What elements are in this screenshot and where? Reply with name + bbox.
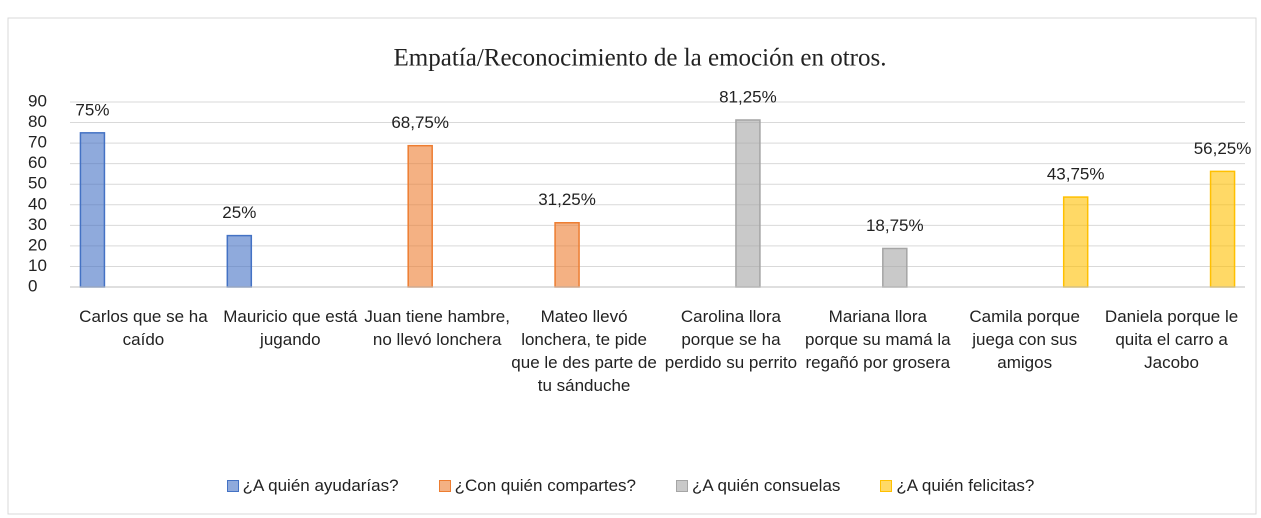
data-label: 56,25% xyxy=(1194,139,1252,158)
legend-label: ¿A quién felicitas? xyxy=(896,476,1035,495)
x-tick-label: Carlos que se ha caído xyxy=(79,307,208,349)
x-tick-label: Mauricio que está jugando xyxy=(223,307,358,349)
bar xyxy=(554,222,580,288)
legend-swatch xyxy=(676,480,689,492)
y-tick-label: 70 xyxy=(28,133,47,152)
data-label: 25% xyxy=(222,203,256,222)
data-label: 43,75% xyxy=(1047,165,1105,184)
legend-item: ¿Con quién compartes? xyxy=(438,476,637,496)
x-tick-label: Juan tiene hambre, no llevó lonchera xyxy=(364,307,510,349)
legend-swatch xyxy=(226,480,239,492)
data-label: 31,25% xyxy=(538,190,596,209)
bar xyxy=(407,144,433,288)
legend-label: ¿A quién consuelas xyxy=(692,476,841,495)
bar xyxy=(1209,170,1236,288)
y-tick-label: 90 xyxy=(28,91,47,110)
bar xyxy=(735,119,761,288)
y-tick-label: 30 xyxy=(28,215,47,234)
y-tick-label: 40 xyxy=(28,194,47,213)
bar xyxy=(1062,196,1089,288)
y-tick-label: 0 xyxy=(28,276,37,295)
y-tick-label: 50 xyxy=(28,174,47,193)
x-tick-label: Daniela porque le quita el carro a Jacob… xyxy=(1104,307,1239,372)
y-tick-label: 60 xyxy=(28,153,47,172)
legend-item: ¿A quién ayudarías? xyxy=(226,476,399,496)
bar xyxy=(79,132,106,288)
legend-swatch xyxy=(438,480,451,492)
x-tick-label: Carolina llora porque se ha perdido su p… xyxy=(664,307,798,372)
chart-title: Empatía/Reconocimiento de la emoción en … xyxy=(394,45,887,72)
data-label: 75% xyxy=(75,100,109,119)
y-tick-label: 80 xyxy=(28,112,47,131)
data-label: 68,75% xyxy=(391,113,449,132)
x-tick-label: Camila porque juega con sus amigos xyxy=(969,307,1080,372)
data-label: 18,75% xyxy=(866,216,924,235)
x-tick-label: Mateo llevó lonchera, te pide que le des… xyxy=(511,307,657,395)
legend-label: ¿Con quién compartes? xyxy=(454,476,637,495)
legend: ¿A quién ayudarías? ¿Con quién compartes?… xyxy=(0,476,1261,496)
legend-label: ¿A quién ayudarías? xyxy=(242,476,399,495)
y-tick-label: 20 xyxy=(28,235,47,254)
data-label: 81,25% xyxy=(719,87,777,106)
y-tick-label: 10 xyxy=(28,256,47,275)
x-tick-label: Mariana llora porque su mamá la regañó p… xyxy=(805,307,951,372)
bar xyxy=(882,247,908,288)
bar xyxy=(226,234,253,288)
legend-item: ¿A quién felicitas? xyxy=(880,476,1034,496)
legend-item: ¿A quién consuelas xyxy=(676,476,840,496)
legend-swatch xyxy=(880,480,893,492)
